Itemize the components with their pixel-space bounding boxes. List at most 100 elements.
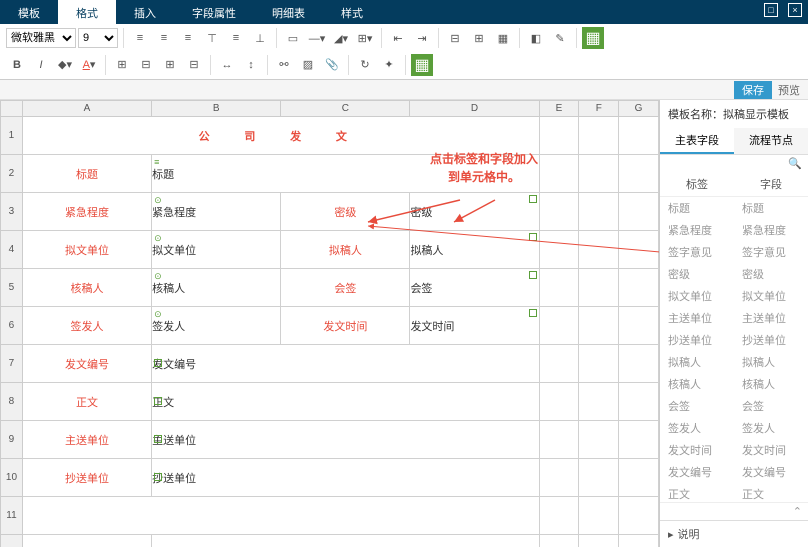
label-cell[interactable]: 发文编号 [22,345,151,383]
cell-icon[interactable]: ▦ [492,27,514,49]
label-cell[interactable]: 会签 [281,269,410,307]
align-right-icon[interactable]: ≡ [177,27,199,49]
field-row[interactable]: 密级密级 [660,263,808,285]
data-cell[interactable]: 拟稿人 [410,231,539,269]
menu-tab[interactable]: 插入 [116,0,174,24]
row-header[interactable]: 5 [1,269,23,307]
col-header[interactable]: A [22,101,151,117]
save-button[interactable]: 保存 [734,81,772,99]
split-icon[interactable]: ⊞ [468,27,490,49]
col-header[interactable]: D [410,101,539,117]
font-select[interactable]: 微软雅黑 [6,28,76,48]
label-cell[interactable]: 发文时间 [281,307,410,345]
col-insert-icon[interactable]: ⊞ [159,54,181,76]
col-delete-icon[interactable]: ⊟ [183,54,205,76]
label-cell[interactable]: 紧急程度 [22,193,151,231]
row-delete-icon[interactable]: ⊟ [135,54,157,76]
label-cell[interactable]: 标题 [22,155,151,193]
label-cell[interactable]: 抄送单位 [22,459,151,497]
row-header[interactable]: 12 [1,535,23,547]
link-icon[interactable]: ⚯ [273,54,295,76]
tab-flow-nodes[interactable]: 流程节点 [734,128,808,154]
fontsize-select[interactable]: 9 [78,28,118,48]
row-header[interactable]: 11 [1,497,23,535]
fill-icon[interactable]: ◢▾ [330,27,352,49]
preview-button[interactable]: 预览 [778,82,800,98]
label-cell[interactable]: 签字意见 [22,535,151,547]
data-cell[interactable]: ⊙签发人 [152,307,281,345]
row-header[interactable]: 1 [1,117,23,155]
data-cell[interactable]: 签字意见 [152,535,540,547]
confirm-icon[interactable]: ▦ [411,54,433,76]
data-cell[interactable]: 正文 [152,383,540,421]
field-row[interactable]: 会签会签 [660,395,808,417]
width-icon[interactable]: ↔ [216,54,238,76]
field-row[interactable]: 核稿人核稿人 [660,373,808,395]
line-icon[interactable]: —▾ [306,27,328,49]
grid-icon[interactable]: ⊞▾ [354,27,376,49]
align-left-icon[interactable]: ≡ [129,27,151,49]
indent-left-icon[interactable]: ⇤ [387,27,409,49]
indent-right-icon[interactable]: ⇥ [411,27,433,49]
menu-tab[interactable]: 明细表 [254,0,323,24]
bold-icon[interactable]: B [6,54,28,76]
align-middle-icon[interactable]: ≡ [225,27,247,49]
border-icon[interactable]: ▭ [282,27,304,49]
field-row[interactable]: 拟稿人拟稿人 [660,351,808,373]
tab-main-fields[interactable]: 主表字段 [660,128,734,154]
align-center-icon[interactable]: ≡ [153,27,175,49]
label-cell[interactable]: 密级 [281,193,410,231]
label-cell[interactable]: 拟文单位 [22,231,151,269]
row-header[interactable]: 4 [1,231,23,269]
data-cell[interactable]: 发文编号 [152,345,540,383]
data-cell[interactable]: 主送单位 [152,421,540,459]
image-icon[interactable]: ▨ [297,54,319,76]
col-header[interactable]: F [579,101,619,117]
col-header[interactable]: C [281,101,410,117]
row-insert-icon[interactable]: ⊞ [111,54,133,76]
minimize-icon[interactable]: □ [764,3,778,17]
spreadsheet[interactable]: 点击标签和字段加入到单元格中。 ABCDEFG1公 司 发 文2标题≡标题3紧急… [0,100,660,547]
col-header[interactable]: E [539,101,579,117]
height-icon[interactable]: ↕ [240,54,262,76]
field-row[interactable]: 主送单位主送单位 [660,307,808,329]
close-icon[interactable]: × [788,3,802,17]
label-cell[interactable]: 拟稿人 [281,231,410,269]
field-row[interactable]: 抄送单位抄送单位 [660,329,808,351]
settings-icon[interactable]: ✦ [378,54,400,76]
doc-title[interactable]: 公 司 发 文 [22,117,539,155]
bgcolor-icon[interactable]: ◆▾ [54,54,76,76]
field-row[interactable]: 紧急程度紧急程度 [660,219,808,241]
data-cell[interactable]: ⊙核稿人 [152,269,281,307]
row-header[interactable]: 7 [1,345,23,383]
data-cell[interactable]: 发文时间 [410,307,539,345]
row-header[interactable]: 9 [1,421,23,459]
label-cell[interactable]: 主送单位 [22,421,151,459]
data-cell[interactable]: 抄送单位 [152,459,540,497]
sidebar-footer[interactable]: ▸说明 [660,520,808,547]
align-top-icon[interactable]: ⊤ [201,27,223,49]
brush-icon[interactable]: ✎ [549,27,571,49]
menu-tab[interactable]: 样式 [323,0,381,24]
chevron-up-icon[interactable]: ⌃ [793,506,802,518]
row-header[interactable]: 10 [1,459,23,497]
field-row[interactable]: 发文编号发文编号 [660,461,808,483]
data-cell[interactable]: 密级 [410,193,539,231]
row-header[interactable]: 6 [1,307,23,345]
label-cell[interactable]: 核稿人 [22,269,151,307]
align-bottom-icon[interactable]: ⊥ [249,27,271,49]
field-row[interactable]: 正文正文 [660,483,808,502]
textcolor-icon[interactable]: A▾ [78,54,100,76]
field-row[interactable]: 标题标题 [660,197,808,219]
eraser-icon[interactable]: ◧ [525,27,547,49]
menu-tab[interactable]: 格式 [58,0,116,24]
merge-icon[interactable]: ⊟ [444,27,466,49]
attach-icon[interactable]: 📎 [321,54,343,76]
row-header[interactable]: 2 [1,155,23,193]
field-row[interactable]: 签发人签发人 [660,417,808,439]
menu-tab[interactable]: 模板 [0,0,58,24]
field-row[interactable]: 发文时间发文时间 [660,439,808,461]
italic-icon[interactable]: I [30,54,52,76]
label-cell[interactable]: 正文 [22,383,151,421]
col-header[interactable]: B [152,101,281,117]
